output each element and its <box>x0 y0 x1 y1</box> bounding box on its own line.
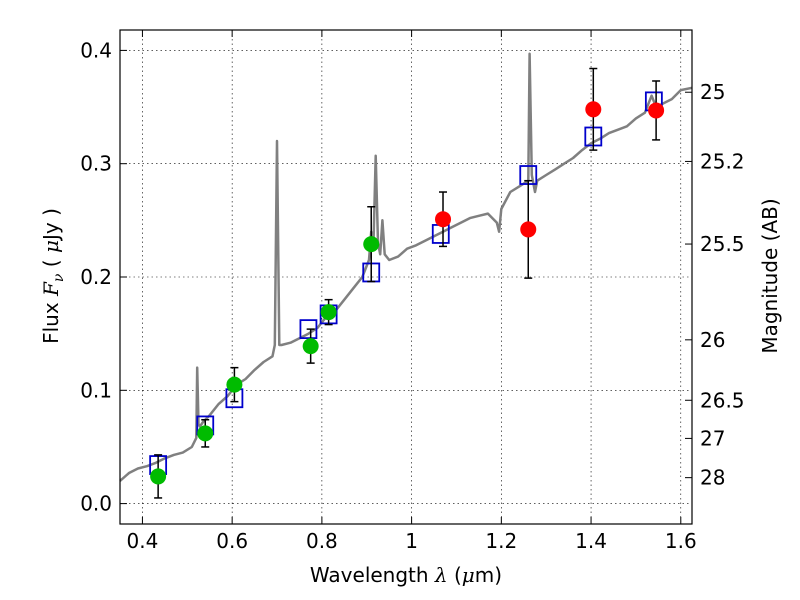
y-tick-label: 0.3 <box>80 152 112 176</box>
observed-flux-point <box>302 338 319 355</box>
x-tick-label: 1.6 <box>665 529 697 553</box>
observed-flux-point <box>226 376 243 393</box>
y-tick-label: 0.2 <box>80 265 112 289</box>
x-tick-label: 1.4 <box>575 529 607 553</box>
observed-points-series <box>150 101 665 485</box>
axis-ticks: 0.4 0.6 0.8 1 1.2 1.4 1.6 0.0 0.1 0.2 0.3 0.4 25 25.2… <box>80 30 745 553</box>
errorbar-series <box>154 67 661 499</box>
observed-flux-point <box>520 221 537 238</box>
observed-flux-point <box>585 101 602 118</box>
mag-tick-label: 25.5 <box>700 232 745 256</box>
x-tick-label: 1.2 <box>485 529 517 553</box>
model-photometry-square <box>299 319 318 340</box>
x-tick-label: 0.4 <box>127 529 159 553</box>
spectrum-series <box>119 52 693 482</box>
mag-tick-label: 25.2 <box>700 149 745 173</box>
mag-tick-label: 26.5 <box>700 388 745 412</box>
mag-tick-label: 26 <box>700 328 725 352</box>
y-tick-label: 0.4 <box>80 38 112 62</box>
observed-flux-point <box>435 211 452 228</box>
model-photometry-series <box>149 91 663 475</box>
x-tick-label: 1 <box>405 529 418 553</box>
mag-tick-label: 27 <box>700 426 725 450</box>
mag-tick-label: 25 <box>700 80 725 104</box>
y2-axis-label: Magnitude (AB) <box>758 198 782 353</box>
x-axis-label: Wavelength λ (μm) <box>310 563 502 587</box>
observed-flux-point <box>648 102 665 119</box>
grid-lines <box>120 30 692 524</box>
x-tick-label: 0.6 <box>216 529 248 553</box>
observed-flux-point <box>363 236 380 253</box>
y-tick-label: 0.1 <box>80 378 112 402</box>
x-tick-label: 0.8 <box>306 529 338 553</box>
observed-flux-point <box>320 304 337 321</box>
spectrum-line <box>119 52 693 482</box>
y-tick-label: 0.0 <box>80 492 112 516</box>
observed-flux-point <box>197 425 214 442</box>
series-layer <box>119 52 693 499</box>
mag-tick-label: 28 <box>700 466 725 490</box>
observed-flux-point <box>150 468 167 485</box>
y-axis-label: Flux Fν ( μJy ) <box>39 208 67 344</box>
